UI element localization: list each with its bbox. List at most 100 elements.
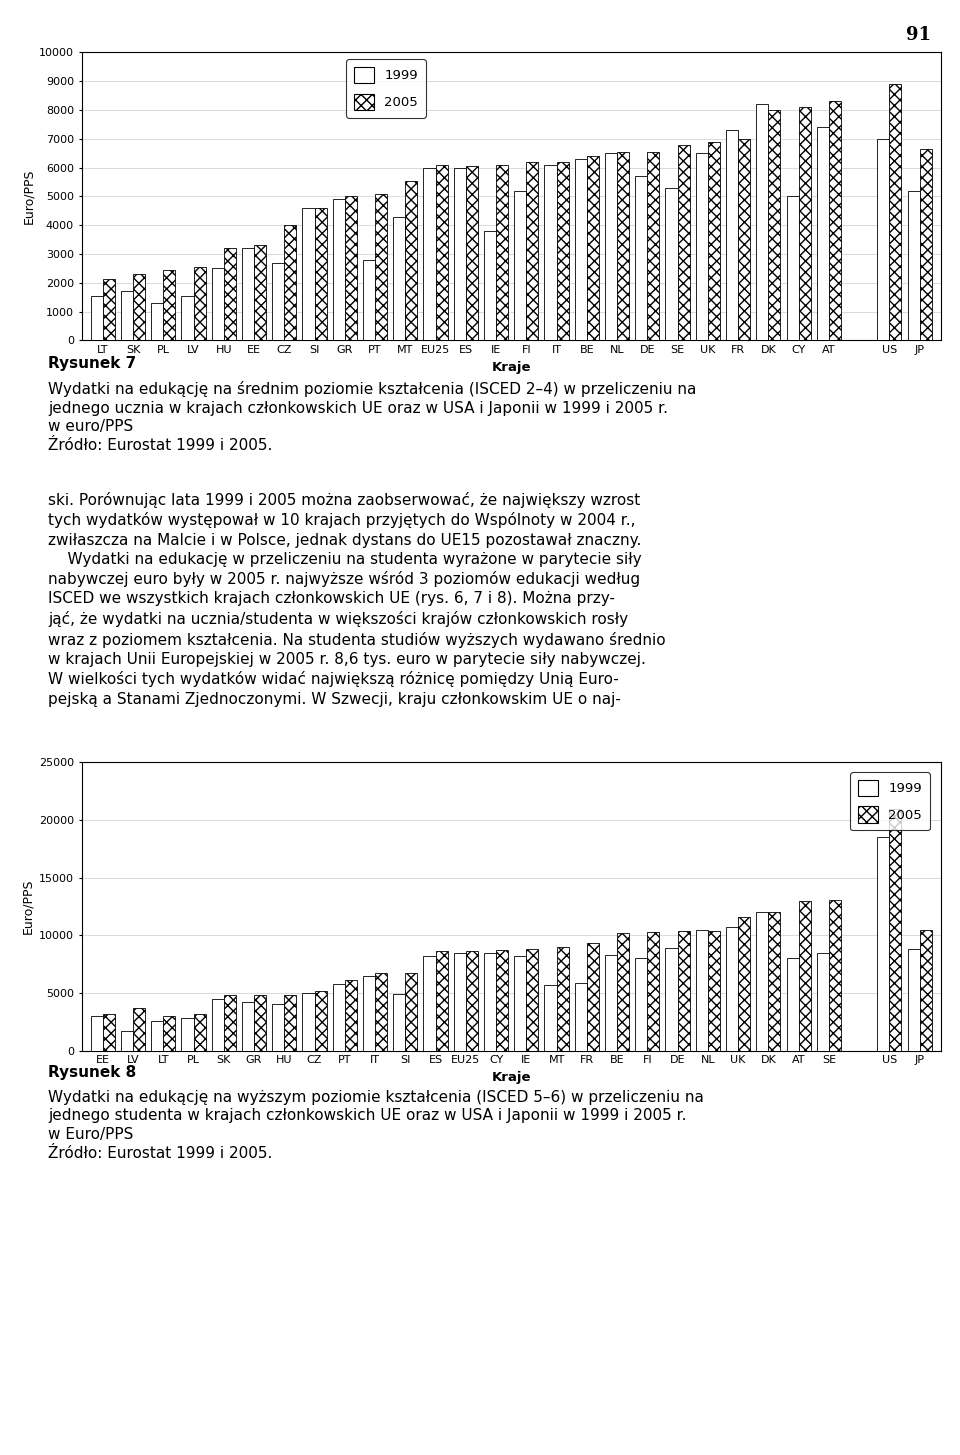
Bar — [90, 1016, 103, 1051]
Bar — [103, 278, 115, 340]
Bar — [678, 931, 689, 1051]
Bar — [436, 164, 447, 340]
Bar — [121, 291, 133, 340]
Bar — [726, 129, 738, 340]
Bar — [526, 162, 539, 340]
Bar — [375, 194, 387, 340]
Bar — [768, 111, 780, 340]
Bar — [151, 1020, 163, 1051]
Bar — [242, 1002, 254, 1051]
Bar — [151, 303, 163, 340]
Bar — [90, 295, 103, 340]
Bar — [181, 1018, 194, 1051]
Bar — [121, 1032, 133, 1051]
Bar — [405, 180, 418, 340]
Bar — [405, 973, 418, 1051]
Bar — [194, 1014, 205, 1051]
Bar — [273, 263, 284, 340]
Bar — [828, 899, 841, 1051]
Bar — [665, 188, 678, 340]
Bar — [557, 947, 568, 1051]
Bar — [484, 953, 496, 1051]
Bar — [515, 956, 526, 1051]
Bar — [557, 162, 568, 340]
Bar — [212, 268, 224, 340]
Bar — [617, 933, 629, 1051]
Bar — [423, 956, 436, 1051]
Y-axis label: Euro/PPS: Euro/PPS — [22, 169, 35, 224]
Bar — [484, 231, 496, 340]
Bar — [284, 226, 297, 340]
Bar — [315, 991, 326, 1051]
Bar — [799, 901, 810, 1051]
Bar — [345, 981, 357, 1051]
Text: Rysunek 8: Rysunek 8 — [48, 1065, 136, 1080]
Bar — [587, 156, 599, 340]
Bar — [889, 84, 901, 340]
Bar — [636, 176, 647, 340]
Text: Wydatki na edukącję na wyższym poziomie kształcenia (ISCED 5–6) w przeliczeniu n: Wydatki na edukącję na wyższym poziomie … — [48, 1090, 704, 1161]
Bar — [636, 959, 647, 1051]
Bar — [242, 249, 254, 340]
Bar — [817, 953, 828, 1051]
Bar — [224, 249, 236, 340]
Bar — [726, 927, 738, 1051]
Bar — [526, 949, 539, 1051]
X-axis label: Kraje: Kraje — [492, 1071, 531, 1084]
Bar — [333, 984, 345, 1051]
Bar — [194, 268, 205, 340]
Bar — [768, 912, 780, 1051]
Bar — [544, 985, 557, 1051]
Bar — [224, 995, 236, 1051]
Bar — [466, 952, 478, 1051]
Bar — [345, 196, 357, 340]
Bar — [907, 191, 920, 340]
Bar — [394, 217, 405, 340]
Bar — [254, 246, 266, 340]
Bar — [756, 912, 768, 1051]
Y-axis label: Euro/PPS: Euro/PPS — [22, 879, 35, 934]
Bar — [920, 148, 932, 340]
Bar — [375, 973, 387, 1051]
Bar — [133, 274, 145, 340]
Bar — [889, 809, 901, 1051]
Bar — [363, 260, 375, 340]
Bar — [454, 953, 466, 1051]
Bar — [575, 982, 587, 1051]
Bar — [877, 837, 889, 1051]
Bar — [786, 959, 799, 1051]
Bar — [587, 943, 599, 1051]
Bar — [496, 950, 508, 1051]
Bar — [708, 141, 720, 340]
Bar — [181, 295, 194, 340]
Bar — [496, 164, 508, 340]
Bar — [907, 949, 920, 1051]
Bar — [423, 167, 436, 340]
Bar — [315, 208, 326, 340]
Bar — [877, 138, 889, 340]
Bar — [828, 102, 841, 340]
Bar — [254, 995, 266, 1051]
Text: Wydatki na edukącję na średnim poziomie kształcenia (ISCED 2–4) w przeliczeniu n: Wydatki na edukącję na średnim poziomie … — [48, 381, 696, 453]
Bar — [799, 108, 810, 340]
Bar — [394, 994, 405, 1051]
Text: Rysunek 7: Rysunek 7 — [48, 356, 136, 371]
Bar — [333, 199, 345, 340]
Bar — [212, 998, 224, 1051]
Bar — [738, 138, 750, 340]
Bar — [544, 164, 557, 340]
Bar — [665, 949, 678, 1051]
Bar — [647, 931, 660, 1051]
Bar — [617, 151, 629, 340]
Bar — [284, 995, 297, 1051]
Bar — [454, 167, 466, 340]
Bar — [605, 153, 617, 340]
Bar — [920, 930, 932, 1051]
Bar — [302, 992, 315, 1051]
Bar — [708, 931, 720, 1051]
Bar — [103, 1014, 115, 1051]
Bar — [515, 191, 526, 340]
Bar — [696, 153, 708, 340]
Bar — [273, 1004, 284, 1051]
Bar — [786, 196, 799, 340]
